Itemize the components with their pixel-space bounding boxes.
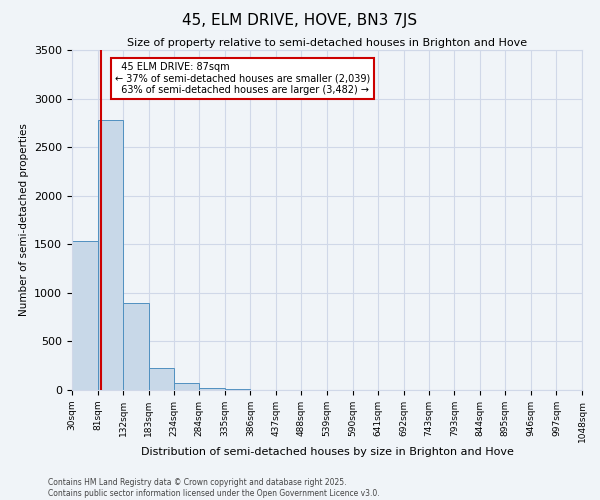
Text: Contains HM Land Registry data © Crown copyright and database right 2025.
Contai: Contains HM Land Registry data © Crown c… (48, 478, 380, 498)
Bar (72, 242, 98, 390)
Y-axis label: Number of semi-detached properties: Number of semi-detached properties (19, 124, 29, 316)
Bar (98, 120, 123, 390)
Text: 45 ELM DRIVE: 87sqm
← 37% of semi-detached houses are smaller (2,039)
  63% of s: 45 ELM DRIVE: 87sqm ← 37% of semi-detach… (115, 62, 370, 95)
Bar (149, 368, 174, 390)
Bar (199, 388, 225, 390)
X-axis label: Distribution of semi-detached houses by size in Brighton and Hove: Distribution of semi-detached houses by … (140, 448, 514, 458)
Bar (123, 302, 149, 390)
Bar (225, 389, 250, 390)
Bar (174, 382, 199, 390)
Text: 45, ELM DRIVE, HOVE, BN3 7JS: 45, ELM DRIVE, HOVE, BN3 7JS (182, 12, 418, 28)
Title: Size of property relative to semi-detached houses in Brighton and Hove: Size of property relative to semi-detach… (127, 38, 527, 48)
